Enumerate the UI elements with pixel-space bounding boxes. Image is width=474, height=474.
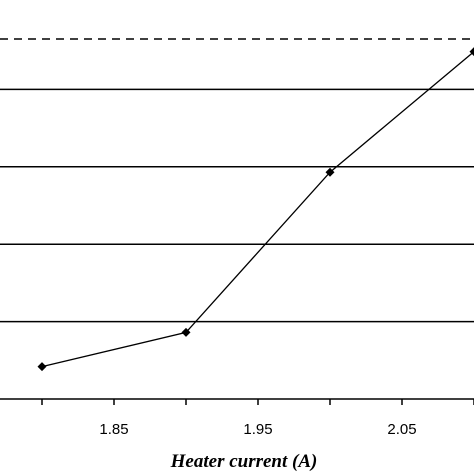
gridlines <box>0 88 474 323</box>
series-0-point-2 <box>325 167 335 177</box>
x-ticks: 1.85 1.95 2.05 <box>41 399 474 438</box>
series-0-point-3 <box>469 47 474 57</box>
series-0-line <box>41 50 474 368</box>
x-tick-label-0: 1.85 <box>99 421 128 438</box>
series-0-point-0 <box>37 362 47 372</box>
series-0-point-1 <box>181 327 191 337</box>
x-tick-label-1: 1.95 <box>243 421 272 438</box>
series-group <box>37 47 474 372</box>
x-axis-title: Heater current (A) <box>170 451 318 472</box>
x-tick-label-2: 2.05 <box>387 421 416 438</box>
